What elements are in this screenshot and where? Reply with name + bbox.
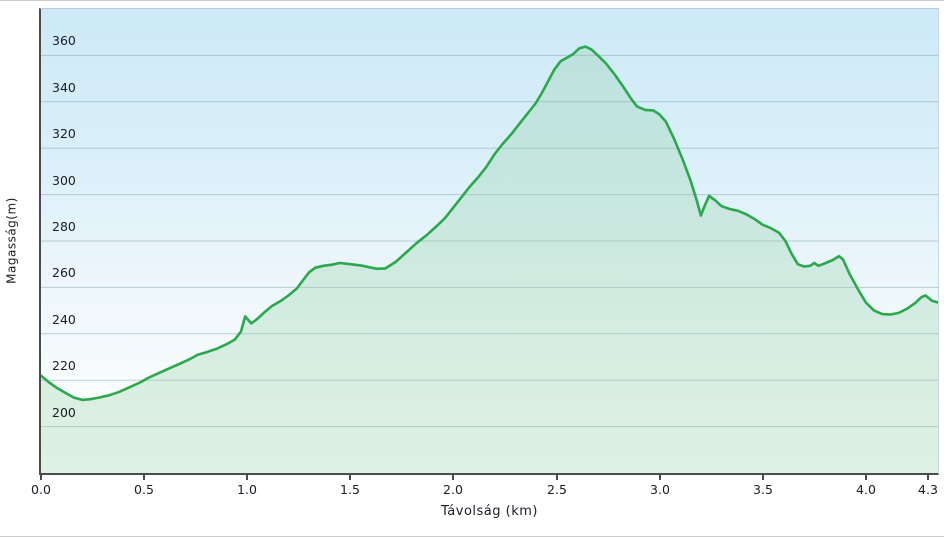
x-tick-label: 0.5 <box>134 482 154 497</box>
elevation-line <box>41 45 938 402</box>
x-tick-label: 3.5 <box>753 482 773 497</box>
x-tick-label: 3.0 <box>650 482 670 497</box>
x-tick-mark <box>452 475 454 480</box>
x-tick-mark <box>865 475 867 480</box>
x-tick-label: 1.0 <box>237 482 257 497</box>
x-tick-mark <box>349 475 351 480</box>
x-tick-mark <box>762 475 764 480</box>
x-tick-label: 4.0 <box>856 482 876 497</box>
y-axis-title: Magasság(m) <box>4 197 19 284</box>
x-axis-title: Távolság (km) <box>441 504 538 519</box>
x-tick-mark <box>659 475 661 480</box>
x-tick-label: 2.5 <box>547 482 567 497</box>
x-tick-label: 2.0 <box>443 482 463 497</box>
x-tick-label: 0.0 <box>31 482 51 497</box>
elevation-area-fill <box>41 46 938 473</box>
elevation-chart-svg <box>41 45 938 473</box>
x-tick-mark <box>40 475 42 480</box>
x-tick-mark <box>927 475 929 480</box>
x-tick-label: 1.5 <box>340 482 360 497</box>
x-tick-mark <box>556 475 558 480</box>
x-tick-mark <box>143 475 145 480</box>
plot-area: 200 220 240 260 280 300 320 340 360 <box>39 8 939 475</box>
x-tick-label: 4.3 <box>918 482 938 497</box>
x-tick-mark <box>246 475 248 480</box>
